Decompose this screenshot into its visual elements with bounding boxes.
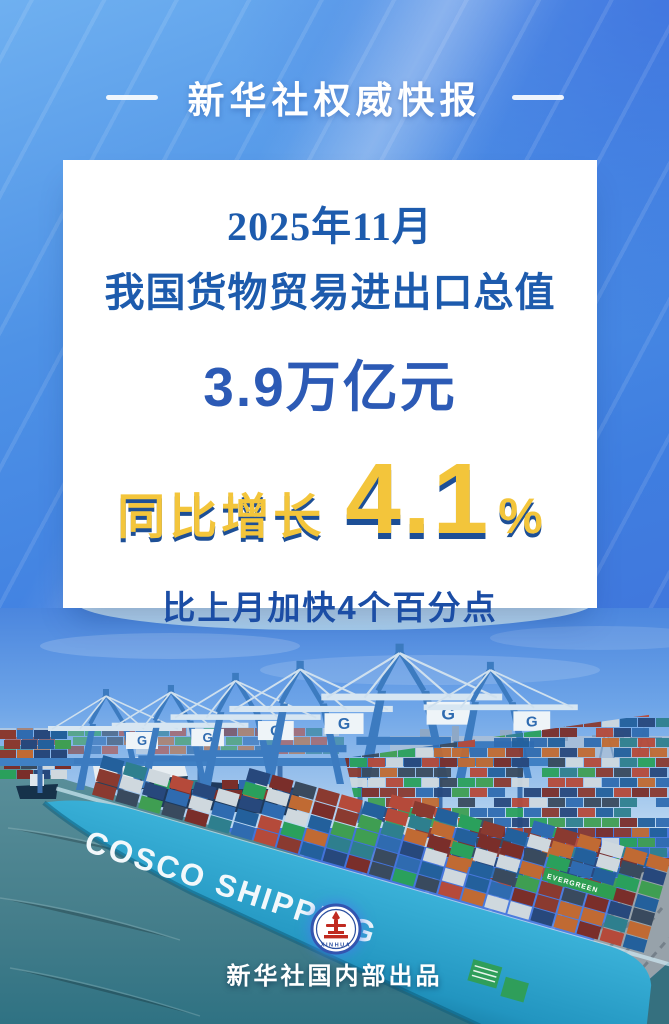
hull-hatch-marks (467, 959, 529, 1003)
note-text: 比上月加快4个百分点 (162, 589, 498, 626)
header-dash-right (511, 94, 564, 100)
total-value-text: 3.9万亿元 (203, 356, 457, 418)
growth-label: 同比增长 (117, 491, 326, 544)
xinhua-logo: XINHUA (309, 902, 363, 956)
growth-unit: % (498, 488, 543, 544)
waterline (42, 800, 597, 1024)
logo-emblem (324, 911, 348, 939)
clouds (40, 626, 669, 685)
ship-deck-containers (92, 755, 669, 953)
header-dash-left (105, 94, 158, 100)
growth-line: 同比增长 4.1 % (117, 443, 543, 555)
logo-inner-ring (315, 908, 357, 950)
subject-text: 我国货物贸易进出口总值 (104, 270, 556, 315)
footer-credit: 新华社国内部出品 (226, 963, 443, 990)
logo-text: XINHUA (321, 943, 351, 949)
left-container-stack (0, 730, 71, 779)
header: 新华社权威快报 (0, 70, 669, 124)
period-text: 2025年11月 (227, 204, 433, 249)
header-title: 新华社权威快报 (187, 80, 482, 121)
growth-value: 4.1 (345, 443, 491, 555)
stat-card: 2025年11月 我国货物贸易进出口总值 3.9万亿元 同比增长 4.1 % 比… (63, 160, 597, 626)
